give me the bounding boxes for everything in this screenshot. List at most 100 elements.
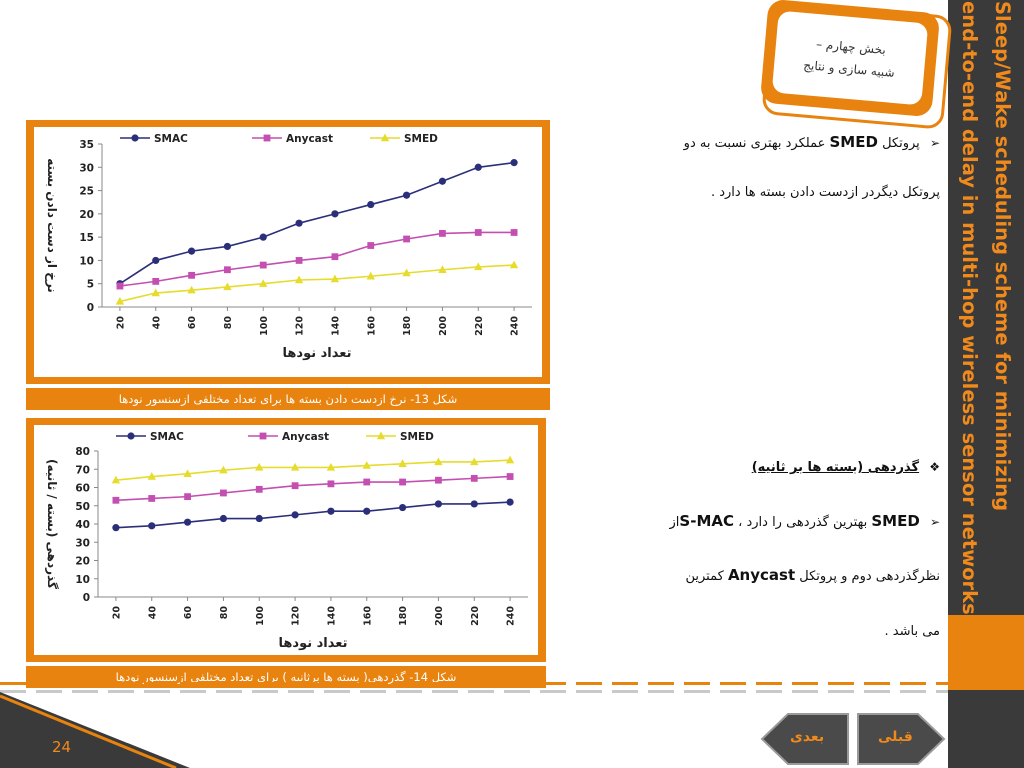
y-tick-label: 0	[83, 592, 90, 604]
data-point-smed	[474, 262, 483, 271]
data-point-smac	[259, 233, 267, 241]
data-point-smac	[219, 514, 228, 523]
data-point-smac	[223, 242, 232, 251]
data-point-anycast	[295, 257, 303, 264]
separator-dashes	[0, 682, 948, 685]
page-number: 24	[52, 738, 72, 756]
data-point-smac	[183, 518, 192, 526]
data-point-smed	[223, 282, 232, 291]
y-tick-label: 10	[75, 574, 90, 586]
y-axis-title: نرخ از دست دادن بسته	[45, 158, 59, 293]
data-point-smed	[255, 462, 264, 471]
diamond-bullet-icon: ❖	[929, 460, 940, 474]
side-title-line1: Sleep/Wake scheduling scheme for minimiz…	[991, 0, 1014, 511]
data-point-smed	[219, 465, 228, 474]
prev-label[interactable]: قبلی	[878, 729, 913, 745]
text-p1-a: پروتکل	[882, 136, 920, 151]
separator-dashes-grey	[0, 690, 948, 693]
legend-marker-anycast	[263, 134, 271, 142]
y-tick-label: 20	[75, 556, 90, 568]
x-tick-label: 160	[366, 316, 377, 336]
legend-label-smed: SMED	[400, 431, 434, 443]
y-tick-label: 50	[75, 501, 90, 513]
data-point-anycast	[367, 242, 375, 249]
text-line-4: نظرگذردهی دوم و پروتکل Anycast کمترین	[685, 566, 940, 584]
x-tick-label: 140	[326, 606, 337, 626]
data-point-anycast	[403, 235, 410, 243]
y-tick-label: 10	[79, 255, 94, 267]
packet-loss-chart: 0 5 10 15 20 25 30 35 20 40 60 80 100 120 140 160 180 200…	[45, 133, 532, 361]
x-tick-label: 60	[183, 606, 194, 620]
y-axis-title: گذردهی (بسته / ثانیه)	[45, 459, 59, 589]
y-tick-label: 25	[79, 186, 94, 198]
next-button[interactable]	[758, 712, 850, 766]
x-tick-label: 20	[115, 316, 126, 330]
x-tick-label: 220	[474, 316, 485, 336]
data-point-smac	[363, 507, 371, 515]
y-tick-label: 60	[75, 483, 90, 495]
series-line-smac	[115, 501, 511, 529]
x-tick-label: 180	[402, 316, 413, 336]
text-p3-d: از	[669, 515, 680, 530]
legend-label-smac: SMAC	[154, 133, 188, 145]
y-tick-label: 35	[79, 139, 94, 151]
x-tick-label: 80	[223, 316, 234, 330]
legend-label-anycast: Anycast	[286, 133, 333, 145]
x-tick-label: 240	[506, 606, 517, 626]
x-tick-label: 140	[330, 316, 341, 336]
side-accent-block	[948, 615, 1024, 690]
series-line-anycast	[115, 475, 511, 502]
data-point-anycast	[439, 230, 446, 237]
data-point-anycast	[188, 271, 195, 279]
data-point-smac	[510, 159, 518, 167]
legend-marker-smac	[131, 134, 139, 142]
data-point-anycast	[506, 473, 514, 480]
next-label[interactable]: بعدی	[790, 729, 825, 745]
data-point-smed	[366, 271, 375, 280]
y-tick-label: 70	[75, 464, 90, 476]
x-tick-label: 160	[362, 606, 373, 626]
data-point-smed	[326, 462, 336, 471]
legend-marker-anycast	[259, 432, 267, 440]
arrow-bullet-icon: ➢	[929, 515, 940, 529]
data-point-smac	[187, 247, 196, 255]
data-point-smed	[294, 275, 304, 284]
data-point-anycast	[327, 480, 335, 488]
data-point-smed	[187, 285, 196, 294]
data-point-smed	[151, 288, 160, 297]
data-point-smed	[402, 268, 411, 277]
data-point-anycast	[399, 478, 406, 486]
data-point-anycast	[470, 474, 478, 482]
data-point-anycast	[291, 482, 299, 490]
throughput-heading: گذردهی (بسته ها بر ثانیه)	[751, 460, 920, 475]
data-point-anycast	[116, 282, 124, 290]
data-point-smed	[470, 457, 479, 466]
x-axis-title: تعداد نودها	[279, 636, 348, 651]
data-point-smac	[295, 219, 303, 227]
text-line-5: می باشد .	[884, 624, 941, 639]
text-p1-c: عملکرد بهتری نسبت به دو	[683, 136, 826, 151]
data-point-anycast	[148, 495, 156, 502]
x-tick-label: 40	[151, 316, 162, 330]
side-title-line2: end-to-end delay in multi-hop wireless s…	[958, 0, 981, 615]
prev-button[interactable]	[856, 712, 948, 766]
data-point-smed	[505, 455, 515, 464]
legend-marker-smed	[380, 133, 390, 142]
chart1-area: 0 5 10 15 20 25 30 35 20 40 60 80 100 120 140 160 180 200…	[34, 127, 542, 377]
arrow-bullet-icon: ➢	[929, 136, 940, 150]
data-point-smed	[438, 265, 447, 273]
text-p4-a: نظرگذردهی دوم و پروتکل	[799, 569, 940, 584]
x-tick-label: 200	[434, 606, 445, 626]
y-tick-label: 0	[87, 302, 94, 314]
legend-marker-smed	[376, 431, 386, 440]
text-heading: ❖ گذردهی (بسته ها بر ثانیه)	[752, 460, 940, 475]
text-p3-b: بهترین گذردهی را دارد ،	[738, 515, 868, 530]
data-point-smac	[291, 511, 299, 519]
data-point-smac	[438, 177, 447, 185]
data-point-smed	[259, 279, 268, 287]
x-tick-label: 60	[187, 316, 198, 330]
section-badge: بخش چهارم – شبیه سازی و نتایج	[759, 0, 941, 118]
text-line-3: ➢ SMED بهترین گذردهی را دارد ، S-MACاز	[670, 512, 940, 530]
data-point-anycast	[363, 478, 371, 486]
data-point-anycast	[220, 489, 227, 497]
